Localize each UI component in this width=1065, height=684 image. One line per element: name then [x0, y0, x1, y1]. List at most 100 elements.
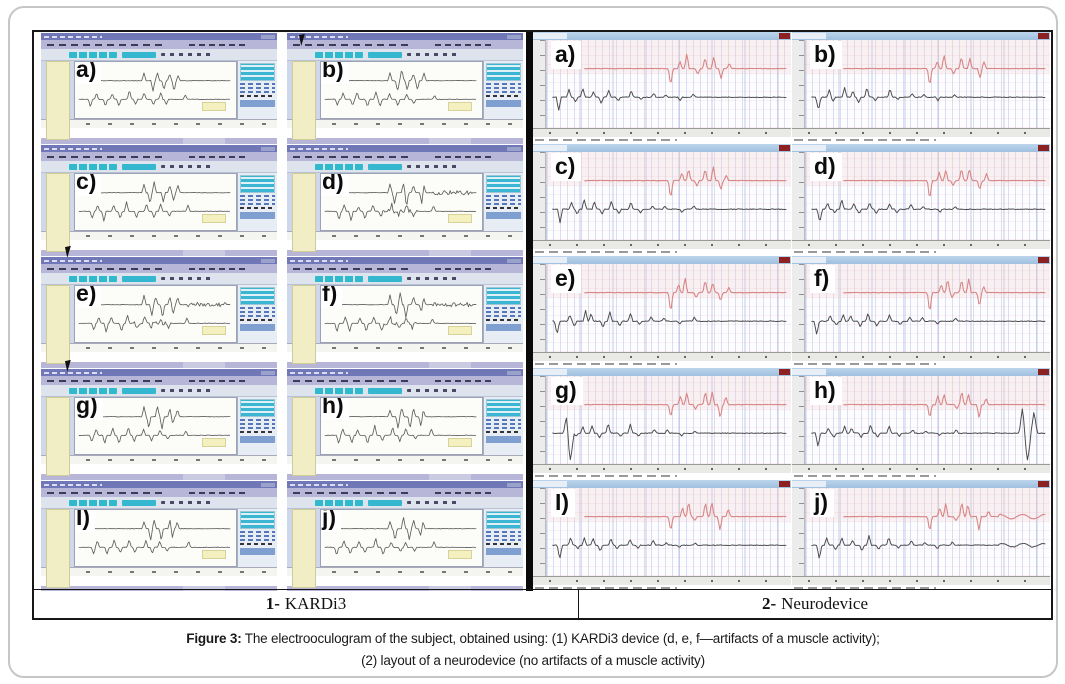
neurodevice-titlebar: [792, 32, 1050, 40]
sidebar-cyan-buttons: [240, 175, 275, 193]
kardi3-panel-group: a) b) c) d) e) f) g) h) I) j): [34, 32, 526, 591]
window-buttons: [261, 370, 275, 375]
vertical-divider: [526, 32, 533, 591]
kardi3-panel-cell: a): [34, 32, 280, 144]
panel-label: I): [75, 510, 96, 532]
panel-label: e): [75, 286, 102, 308]
panel-label: g): [551, 377, 583, 405]
figure-panel-box: a) b) c) d) e) f) g) h) I) j) a) b) c) d) e) f) g) h) I) j…: [32, 30, 1053, 620]
x-axis-ticks: [549, 468, 791, 470]
window-buttons: [507, 258, 521, 263]
panel-label: e): [551, 265, 582, 293]
titlebar-tab: [533, 33, 567, 39]
toolbar-segment: [69, 275, 117, 282]
sidebar-text-row: [486, 195, 521, 197]
eog-plot-area: I): [74, 509, 237, 567]
panel-label: a): [551, 41, 582, 69]
window-gap: [41, 576, 277, 586]
menu-text: [293, 379, 413, 382]
kardi3-sidebar: [237, 285, 277, 343]
kardi3-sidebar: [237, 61, 277, 119]
toolbar-marks: [161, 277, 213, 280]
neurodevice-panel-cell: b): [792, 32, 1051, 144]
yellow-note-box: [202, 550, 226, 559]
eog-grid-plot-area: e): [546, 264, 791, 352]
neurodevice-panel-cell: g): [533, 368, 792, 480]
menu-text: [47, 155, 167, 158]
neurodevice-app-window: a): [533, 32, 791, 143]
yellow-note-box: [448, 326, 472, 335]
titlebar-tab: [792, 145, 826, 151]
status-text-line: [792, 137, 1050, 143]
kardi3-sidebar: [483, 397, 523, 455]
neurodevice-number: 2-: [761, 594, 777, 613]
kardi3-toolbar: [41, 49, 277, 61]
yellow-note-box: [448, 214, 472, 223]
window-title-text: [44, 371, 102, 374]
toolbar-marks: [161, 501, 213, 504]
kardi3-app-window: b): [287, 33, 523, 144]
left-yellow-panel: [292, 397, 316, 476]
kardi3-number: 1-: [265, 594, 280, 613]
sidebar-text-row: [240, 83, 275, 85]
window-gap: [41, 464, 277, 474]
kardi3-window-body: j): [287, 509, 523, 588]
toolbar-segment-highlight: [122, 387, 156, 394]
sidebar-blue-block: [240, 548, 275, 555]
panel-label: d): [321, 174, 349, 196]
menu-text: [189, 379, 249, 382]
neurodevice-window-body: h): [792, 376, 1050, 464]
kardi3-sidebar: [483, 509, 523, 567]
sidebar-text-row: [486, 203, 521, 205]
window-title-text: [44, 483, 102, 486]
window-gap: [41, 240, 277, 250]
yellow-note-box: [202, 438, 226, 447]
toolbar-segment-highlight: [122, 51, 156, 58]
neurodevice-panel-cell: f): [792, 256, 1051, 368]
titlebar-tab: [533, 369, 567, 375]
menu-text: [189, 43, 249, 46]
kardi3-app-window: g): [41, 369, 277, 480]
status-text-line: [533, 473, 791, 479]
window-gap: [287, 352, 523, 362]
window-title-text: [290, 371, 348, 374]
neurodevice-titlebar: [533, 144, 791, 152]
panel-grid: a) b) c) d) e) f) g) h) I) j) a) b) c) d) e) f) g) h) I) j…: [34, 32, 1051, 591]
yellow-note-box: [448, 438, 472, 447]
status-text-line: [792, 473, 1050, 479]
kardi3-window-body: b): [287, 61, 523, 140]
sidebar-cyan-buttons: [486, 287, 521, 305]
x-axis-ticks: [808, 244, 1050, 246]
kardi3-toolbar: [287, 49, 523, 61]
close-button-icon: [1038, 369, 1049, 375]
x-axis-strip: [41, 567, 277, 576]
sidebar-text-row: [240, 539, 275, 541]
sidebar-text-row: [240, 91, 275, 93]
x-axis-ticks: [549, 580, 791, 582]
menu-text: [189, 267, 249, 270]
kardi3-statusbar: [41, 138, 277, 144]
eog-grid-plot-area: f): [805, 264, 1050, 352]
panel-label: j): [321, 510, 342, 532]
eog-plot-area: h): [320, 397, 483, 455]
panel-label: b): [321, 62, 349, 84]
kardi3-sidebar: [237, 173, 277, 231]
yellow-note-box: [202, 102, 226, 111]
eog-grid-plot-area: h): [805, 376, 1050, 464]
kardi3-window-body: e): [41, 285, 277, 364]
x-axis-strip: [287, 567, 523, 576]
status-text: [794, 363, 936, 365]
kardi3-sidebar: [483, 285, 523, 343]
kardi3-menubar: [41, 152, 277, 161]
neurodevice-panel-cell: a): [533, 32, 792, 144]
kardi3-menubar: [287, 152, 523, 161]
kardi3-titlebar: [41, 481, 277, 488]
kardi3-panel-cell: f): [280, 256, 526, 368]
figure-frame: a) b) c) d) e) f) g) h) I) j) a) b) c) d) e) f) g) h) I) j…: [8, 6, 1058, 678]
toolbar-segment-highlight: [368, 163, 402, 170]
titlebar-tab: [533, 481, 567, 487]
window-gap: [287, 576, 523, 586]
status-text: [535, 251, 677, 253]
neurodevice-app-window: f): [792, 256, 1050, 367]
